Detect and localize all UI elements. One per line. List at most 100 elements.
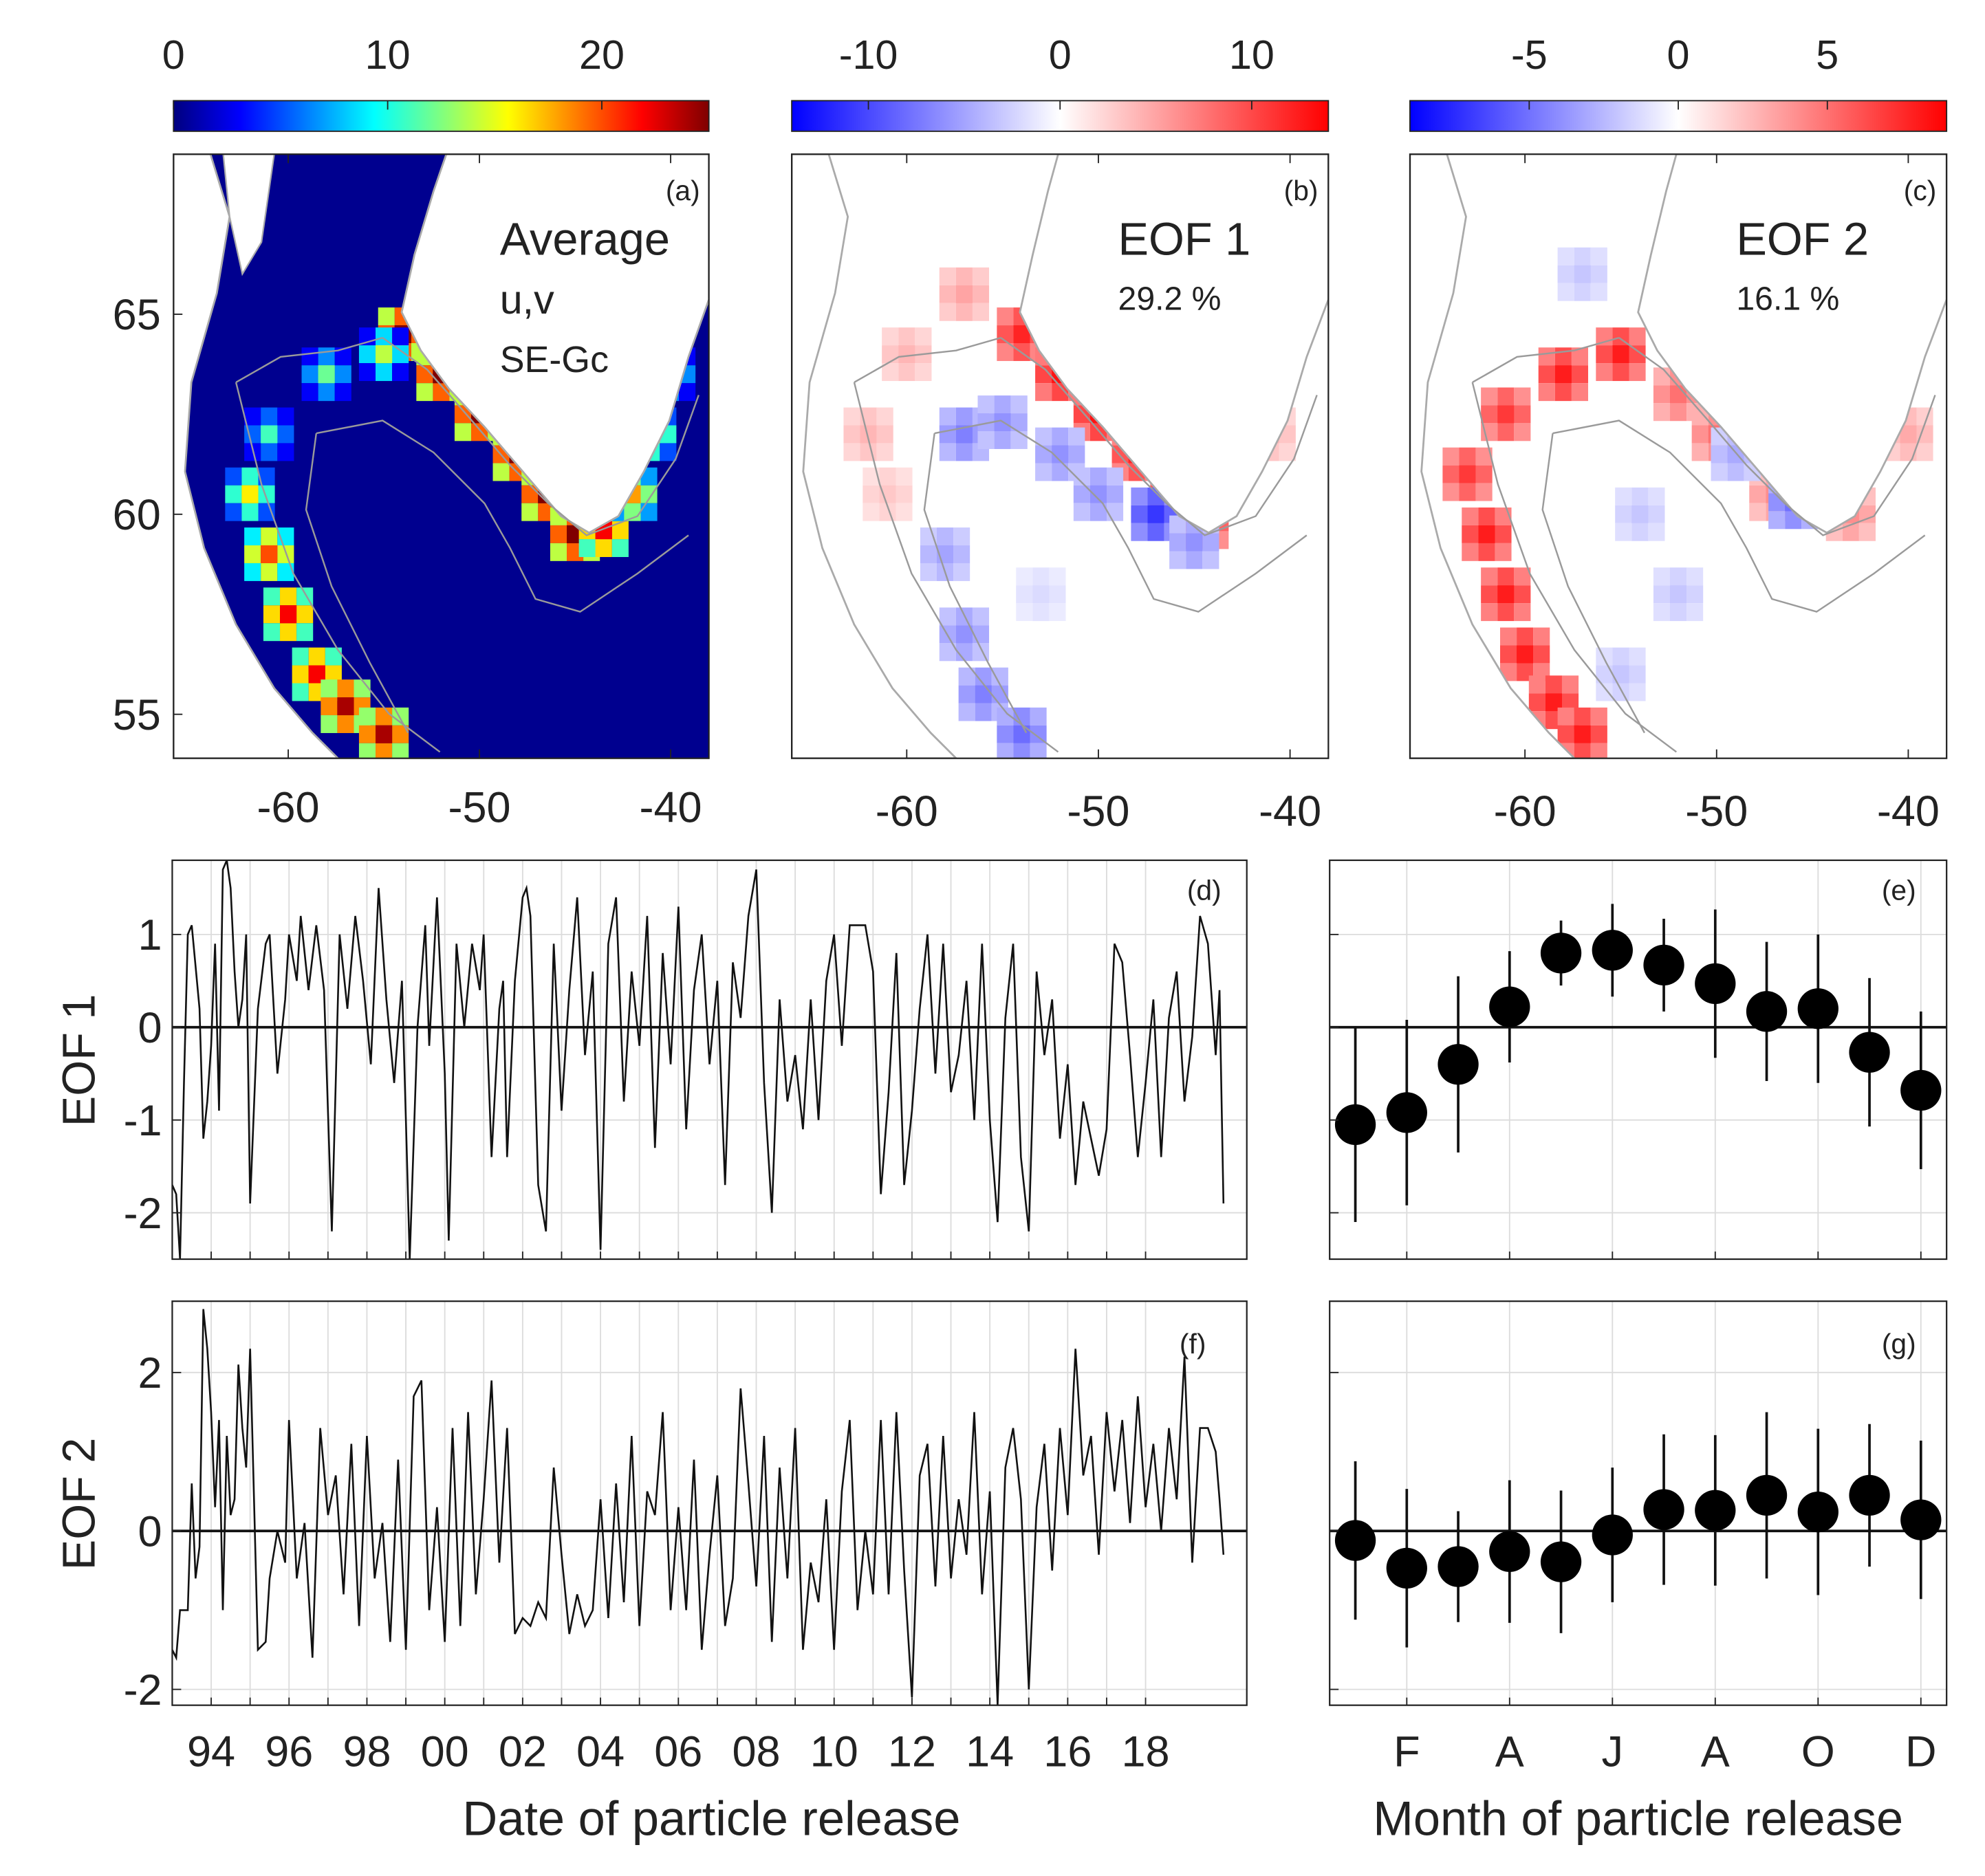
map-cell xyxy=(958,703,975,721)
xtick-label: 94 xyxy=(187,1728,235,1776)
map-ytick-label: 60 xyxy=(113,491,161,539)
map-cell xyxy=(1528,693,1545,712)
colorbar-tick-label: 0 xyxy=(1049,32,1072,78)
map-a-title-line-3: SE-Gc xyxy=(500,339,609,380)
map-cell xyxy=(1478,507,1495,525)
map-cell xyxy=(261,527,278,546)
map-cell xyxy=(301,383,318,402)
map-cell xyxy=(1768,511,1786,530)
map-cell xyxy=(225,467,242,486)
map-cell xyxy=(955,267,973,285)
map-cell xyxy=(263,623,281,642)
map-cell xyxy=(939,267,956,285)
map-cell xyxy=(225,485,242,503)
map-cell xyxy=(955,303,973,321)
map-cell xyxy=(843,407,860,426)
map-xtick-label: -50 xyxy=(448,783,511,831)
map-cell-core xyxy=(898,345,915,364)
map-cell xyxy=(660,443,677,461)
map-cell xyxy=(679,383,696,402)
map-cell xyxy=(876,425,893,444)
map-cell xyxy=(1514,603,1531,622)
map-cell xyxy=(1557,725,1574,743)
map-cell xyxy=(244,545,261,563)
map-cell xyxy=(261,563,278,581)
map-cell-core xyxy=(376,725,393,743)
map-cell xyxy=(261,407,278,426)
map-cell xyxy=(896,503,913,521)
map-cell xyxy=(997,725,1014,743)
colorbar-c: -5 0 5 xyxy=(1409,32,1948,132)
map-ytick-label: 65 xyxy=(113,291,161,339)
map-cell xyxy=(1481,585,1498,604)
map-cell xyxy=(1629,683,1646,701)
map-cell xyxy=(301,365,318,384)
map-cell xyxy=(1590,247,1607,265)
shelf-contour xyxy=(853,336,1318,753)
map-cell xyxy=(1653,367,1671,386)
map-cell xyxy=(1514,585,1531,604)
map-cell xyxy=(1131,505,1148,523)
map-cell xyxy=(1631,487,1649,505)
map-cell xyxy=(955,407,973,426)
map-cell xyxy=(1596,363,1613,382)
map-cell xyxy=(1596,647,1613,666)
map-cell xyxy=(321,697,338,716)
map-cell xyxy=(358,345,376,364)
map-cell xyxy=(321,715,338,733)
colorbar-tick-label: 0 xyxy=(162,32,185,78)
xtick-label: 98 xyxy=(343,1728,391,1776)
map-cell xyxy=(392,743,409,759)
ticks-d: -2 -1 0 1 xyxy=(124,911,1147,1260)
map-cell xyxy=(1842,523,1859,541)
map-cell xyxy=(595,539,612,558)
xtick-label: 06 xyxy=(654,1728,702,1776)
map-cell xyxy=(1462,525,1479,543)
map-cell xyxy=(1016,567,1033,586)
mean-marker xyxy=(1900,1069,1942,1111)
colorbar-a: 0 10 20 xyxy=(162,32,710,132)
map-xtick-label: -40 xyxy=(1259,787,1321,836)
map-cell xyxy=(915,363,932,382)
xtick-label: 18 xyxy=(1122,1728,1170,1776)
map-cell xyxy=(939,443,956,461)
map-cell xyxy=(1016,603,1033,622)
map-cell xyxy=(977,395,995,414)
map-cell xyxy=(1590,743,1607,759)
map-cell xyxy=(1106,485,1124,503)
map-cell xyxy=(358,363,376,382)
map-cell xyxy=(1499,627,1517,646)
map-cell-core xyxy=(261,425,278,444)
map-cell xyxy=(1648,487,1665,505)
map-cell xyxy=(939,425,956,444)
panel-label-c: (c) xyxy=(1904,175,1937,206)
map-cell xyxy=(882,363,899,382)
map-cell xyxy=(258,503,275,521)
colorbar-tick-label: 10 xyxy=(365,32,411,78)
map-cell xyxy=(1497,387,1515,406)
map-cell-core xyxy=(1574,265,1591,283)
colorbar-tick-label: 20 xyxy=(579,32,625,78)
grid-f xyxy=(171,1301,1247,1705)
map-panel-b: (b) EOF 1 29.2 % -60 -50 -40 xyxy=(790,153,1330,836)
map-cell xyxy=(994,430,1011,449)
map-cell xyxy=(337,715,354,733)
map-cell xyxy=(896,485,913,503)
xtick-label: A xyxy=(1701,1728,1730,1776)
colorbar-tick-label: 0 xyxy=(1667,32,1690,78)
xtick-label: 08 xyxy=(732,1728,780,1776)
map-cell xyxy=(1089,467,1107,486)
map-cell xyxy=(1648,505,1665,523)
map-cell xyxy=(1049,603,1066,622)
map-cell xyxy=(920,563,937,581)
map-xtick-label: -60 xyxy=(876,787,938,836)
map-cell xyxy=(896,467,913,486)
colorbar-b-ticks: -10 0 10 xyxy=(839,32,1274,110)
map-cell xyxy=(1202,551,1219,569)
map-cell-core xyxy=(1186,533,1203,552)
map-cell xyxy=(521,503,539,521)
map-cell xyxy=(863,485,880,503)
map-cell xyxy=(1612,363,1629,382)
xtick-label: 00 xyxy=(421,1728,469,1776)
